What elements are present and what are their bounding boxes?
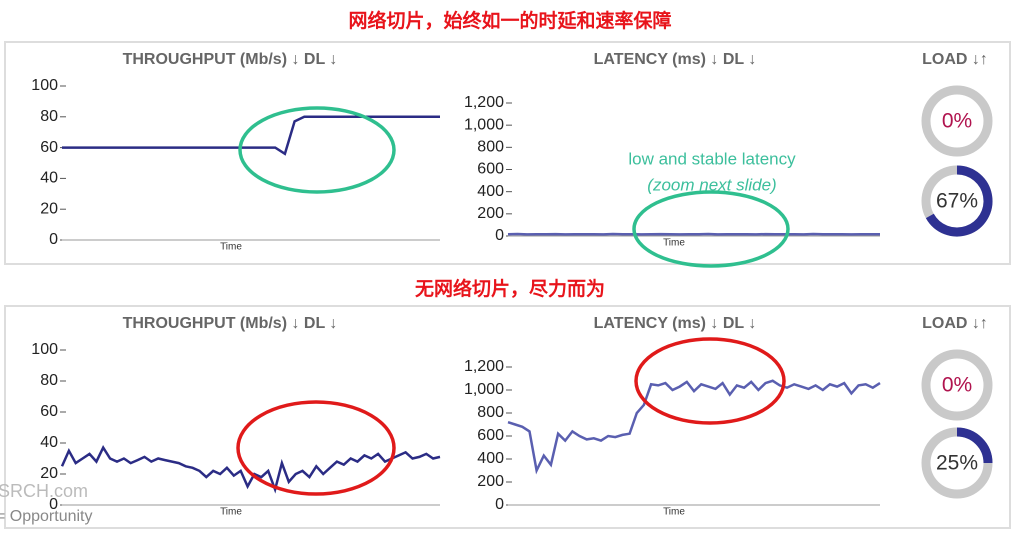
watermark: = Opportunity — [0, 508, 93, 525]
y-tick-label: 100 — [31, 341, 58, 358]
chart-title: THROUGHPUT (Mb/s) ↓ DL ↓ — [123, 315, 338, 332]
panel — [5, 306, 1010, 528]
chart-title: LATENCY (ms) ↓ DL ↓ — [594, 315, 757, 332]
y-tick-label: 0 — [49, 231, 58, 248]
chart-title: LOAD ↓↑ — [922, 51, 988, 68]
panel — [5, 42, 1010, 264]
y-tick-label: 1,200 — [464, 94, 504, 111]
chart-title: THROUGHPUT (Mb/s) ↓ DL ↓ — [123, 51, 338, 68]
x-axis-label: Time — [220, 242, 242, 253]
chart-title: LATENCY (ms) ↓ DL ↓ — [594, 51, 757, 68]
y-tick-label: 40 — [40, 170, 58, 187]
annotation: low and stable latency — [628, 149, 796, 168]
y-tick-label: 20 — [40, 465, 58, 482]
y-tick-label: 200 — [477, 205, 504, 222]
heading: 无网络切片，尽力而为 — [415, 277, 605, 300]
y-tick-label: 800 — [477, 139, 504, 156]
x-axis-label: Time — [663, 507, 685, 518]
y-tick-label: 0 — [495, 227, 504, 244]
y-tick-label: 600 — [477, 161, 504, 178]
y-tick-label: 1,000 — [464, 381, 504, 398]
y-tick-label: 80 — [40, 372, 58, 389]
y-tick-label: 400 — [477, 450, 504, 467]
y-tick-label: 0 — [495, 496, 504, 513]
gauge-label: 0% — [942, 110, 972, 133]
gauge-label: 25% — [936, 452, 978, 475]
y-tick-label: 800 — [477, 404, 504, 421]
x-axis-label: Time — [220, 507, 242, 518]
gauge-label: 67% — [936, 190, 978, 213]
y-tick-label: 80 — [40, 108, 58, 125]
y-tick-label: 400 — [477, 183, 504, 200]
x-axis-label: Time — [663, 238, 685, 249]
y-tick-label: 600 — [477, 427, 504, 444]
y-tick-label: 100 — [31, 77, 58, 94]
heading: 网络切片，始终如一的时延和速率保障 — [348, 9, 671, 32]
y-tick-label: 1,000 — [464, 116, 504, 133]
chart-title: LOAD ↓↑ — [922, 315, 988, 332]
watermark: SRCH.com — [0, 481, 88, 501]
y-tick-label: 0 — [49, 496, 58, 513]
y-tick-label: 20 — [40, 200, 58, 217]
y-tick-label: 40 — [40, 434, 58, 451]
y-tick-label: 1,200 — [464, 358, 504, 375]
y-tick-label: 60 — [40, 403, 58, 420]
gauge-label: 0% — [942, 374, 972, 397]
y-tick-label: 60 — [40, 139, 58, 156]
y-tick-label: 200 — [477, 473, 504, 490]
